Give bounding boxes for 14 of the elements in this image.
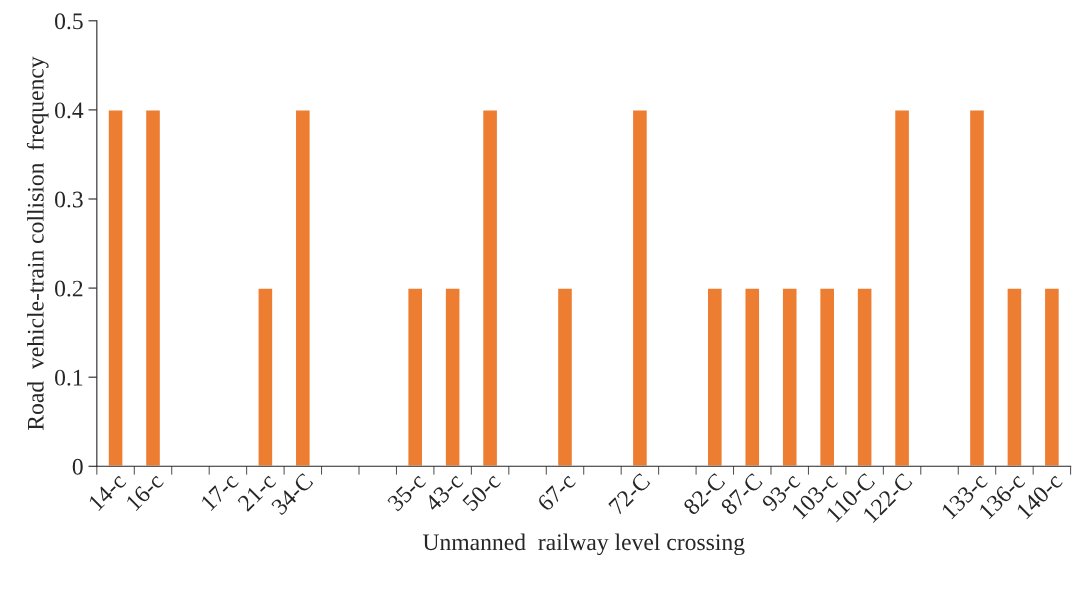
y-tick-label: 0.2 (55, 280, 83, 297)
y-tick-label: 0.4 (55, 102, 84, 119)
x-tick-label: 14-c (87, 472, 127, 512)
y-tick-label: 0 (72, 458, 83, 475)
x-tick-label: 16-c (125, 472, 165, 512)
x-tick-label: 17-c (200, 472, 240, 512)
x-axis-title: Unmanned railway level crossing (422, 533, 745, 556)
x-tick-label: 35-c (386, 472, 427, 512)
y-tick-label: 0.5 (55, 13, 83, 30)
x-tick-label: 50-c (461, 472, 502, 512)
y-tick-label: 0.1 (55, 369, 83, 386)
y-tick-label: 0.3 (55, 191, 83, 208)
y-axis-title: Road vehicle-train collision frequency (26, 56, 49, 431)
x-tick-label: 67-c (536, 472, 577, 512)
